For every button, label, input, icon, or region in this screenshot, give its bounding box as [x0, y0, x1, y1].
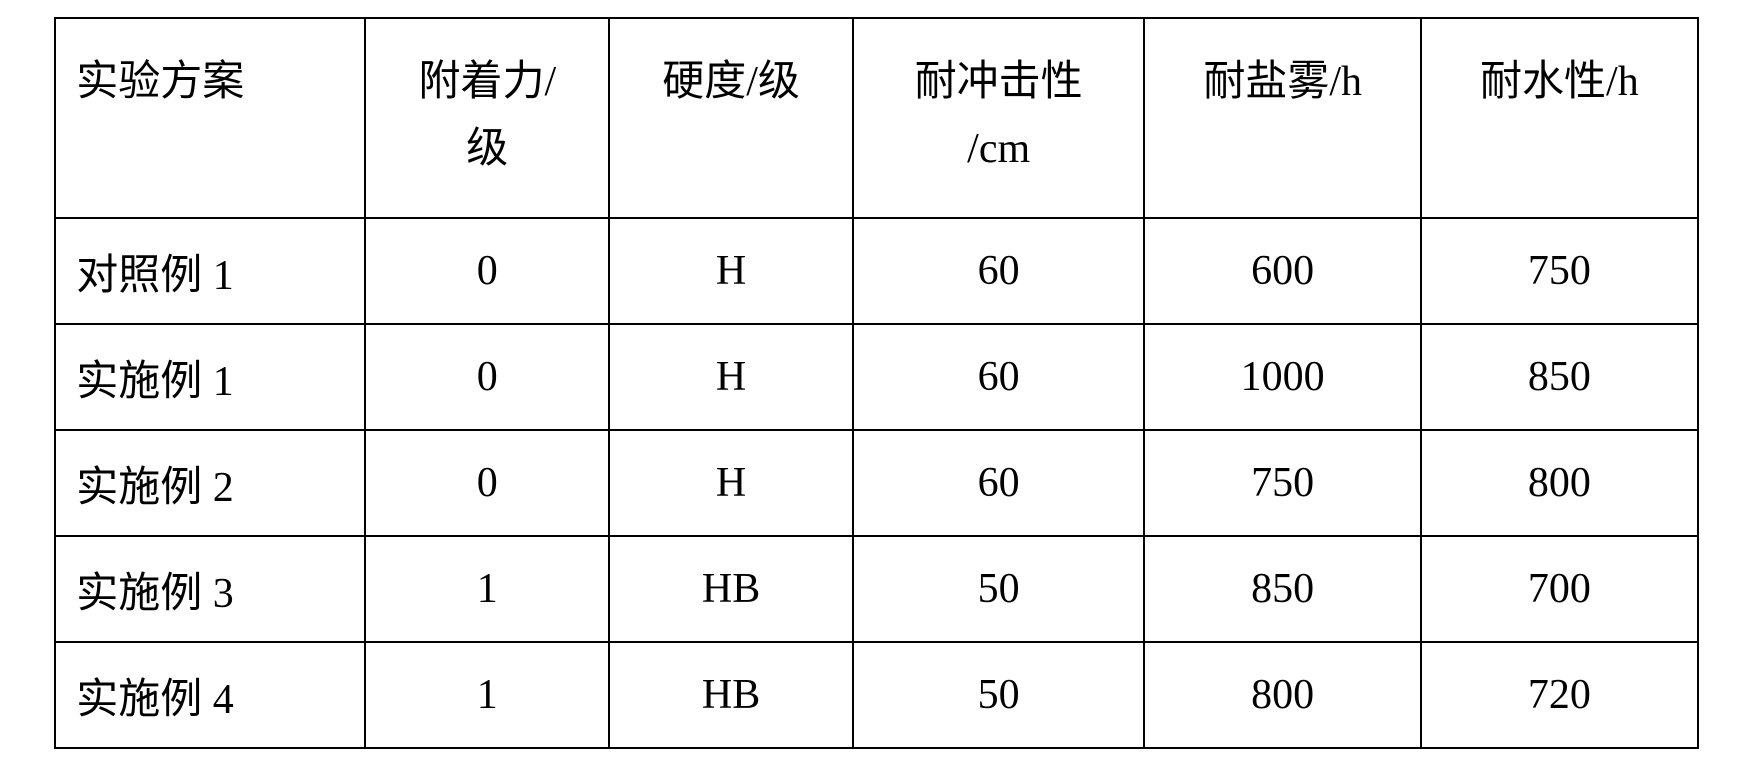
table-row: 实施例 2 0 H 60 750 800 [55, 430, 1697, 536]
cell-saltspray: 800 [1144, 642, 1421, 748]
cell-saltspray: 850 [1144, 536, 1421, 642]
cell-impact: 60 [853, 430, 1144, 536]
cell-impact: 50 [853, 536, 1144, 642]
cell-adhesion: 0 [365, 218, 609, 324]
cell-impact: 60 [853, 324, 1144, 430]
cell-saltspray: 600 [1144, 218, 1421, 324]
cell-adhesion: 1 [365, 642, 609, 748]
cell-adhesion: 0 [365, 324, 609, 430]
cell-adhesion: 0 [365, 430, 609, 536]
table-row: 实施例 4 1 HB 50 800 720 [55, 642, 1697, 748]
cell-scheme: 实施例 4 [55, 642, 365, 748]
cell-water: 720 [1421, 642, 1698, 748]
table-header: 实验方案 附着力/级 硬度/级 耐冲击性/cm 耐盐雾/h 耐水性/h [55, 18, 1697, 218]
table-container: 实验方案 附着力/级 硬度/级 耐冲击性/cm 耐盐雾/h 耐水性/h 对照例 … [0, 0, 1753, 766]
table-row: 对照例 1 0 H 60 600 750 [55, 218, 1697, 324]
header-cell-saltspray: 耐盐雾/h [1144, 18, 1421, 218]
cell-water: 700 [1421, 536, 1698, 642]
cell-hardness: H [609, 430, 853, 536]
cell-scheme: 对照例 1 [55, 218, 365, 324]
cell-water: 800 [1421, 430, 1698, 536]
cell-saltspray: 750 [1144, 430, 1421, 536]
cell-hardness: H [609, 324, 853, 430]
table-row: 实施例 3 1 HB 50 850 700 [55, 536, 1697, 642]
cell-impact: 60 [853, 218, 1144, 324]
header-cell-hardness: 硬度/级 [609, 18, 853, 218]
header-cell-water: 耐水性/h [1421, 18, 1698, 218]
table-row: 实施例 1 0 H 60 1000 850 [55, 324, 1697, 430]
header-cell-impact: 耐冲击性/cm [853, 18, 1144, 218]
cell-scheme: 实施例 2 [55, 430, 365, 536]
cell-hardness: H [609, 218, 853, 324]
cell-water: 750 [1421, 218, 1698, 324]
table-body: 对照例 1 0 H 60 600 750 实施例 1 0 H 60 1000 8… [55, 218, 1697, 748]
data-table: 实验方案 附着力/级 硬度/级 耐冲击性/cm 耐盐雾/h 耐水性/h 对照例 … [54, 17, 1698, 749]
cell-hardness: HB [609, 536, 853, 642]
header-cell-scheme: 实验方案 [55, 18, 365, 218]
header-cell-adhesion: 附着力/级 [365, 18, 609, 218]
cell-scheme: 实施例 3 [55, 536, 365, 642]
cell-water: 850 [1421, 324, 1698, 430]
cell-adhesion: 1 [365, 536, 609, 642]
cell-hardness: HB [609, 642, 853, 748]
cell-scheme: 实施例 1 [55, 324, 365, 430]
cell-impact: 50 [853, 642, 1144, 748]
cell-saltspray: 1000 [1144, 324, 1421, 430]
header-row: 实验方案 附着力/级 硬度/级 耐冲击性/cm 耐盐雾/h 耐水性/h [55, 18, 1697, 218]
